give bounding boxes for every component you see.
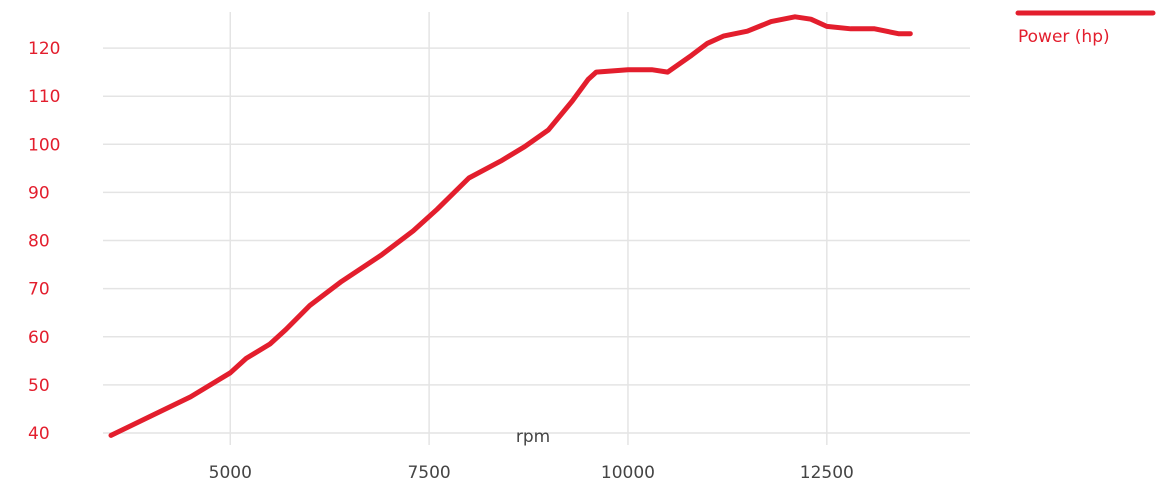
x-axis-label: rpm (516, 427, 550, 447)
y-axis-tick-labels: 40 50 60 70 80 90 100 110 120 (28, 39, 60, 444)
x-tick-label: 12500 (800, 463, 854, 483)
y-tick-label: 80 (28, 232, 50, 252)
series-line-power (108, 14, 913, 438)
legend: Power (hp) (1015, 10, 1156, 47)
y-tick-label: 90 (28, 183, 50, 203)
y-tick-label: 100 (28, 135, 60, 155)
y-tick-label: 120 (28, 39, 60, 59)
y-tick-label: 60 (28, 328, 50, 348)
y-tick-label: 110 (28, 87, 60, 107)
x-tick-label: 10000 (601, 463, 655, 483)
x-tick-label: 7500 (407, 463, 450, 483)
series-group (108, 14, 913, 438)
vertical-grid-lines (229, 12, 828, 445)
horizontal-grid-lines (103, 47, 970, 434)
y-tick-label: 70 (28, 280, 50, 300)
x-axis-tick-labels: 5000 7500 10000 12500 (209, 463, 854, 483)
legend-label-power: Power (hp) (1018, 27, 1110, 47)
y-tick-label: 40 (28, 424, 50, 444)
x-tick-label: 5000 (209, 463, 252, 483)
y-tick-label: 50 (28, 376, 50, 396)
